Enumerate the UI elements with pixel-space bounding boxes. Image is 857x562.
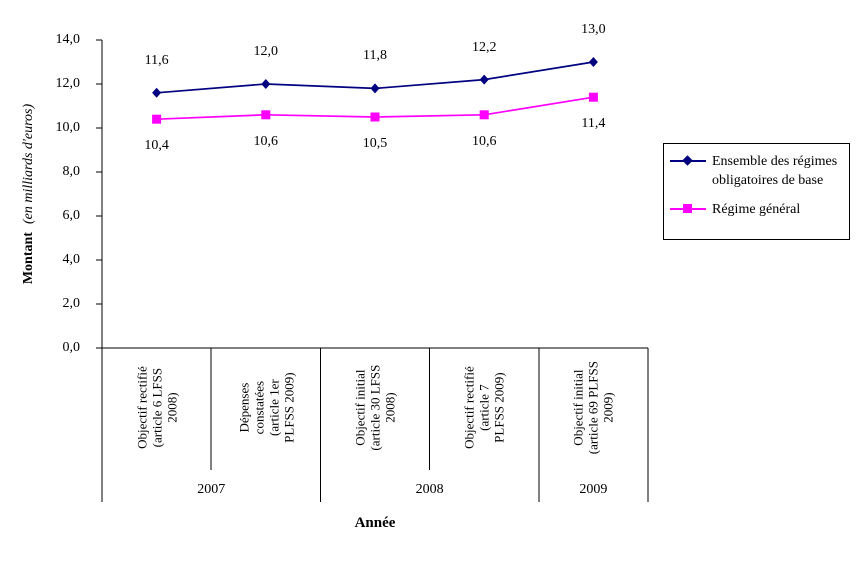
data-label: 11,6 — [144, 52, 169, 68]
data-label: 13,0 — [581, 22, 606, 37]
legend-item: Ensemble des régimes obligatoires de bas… — [670, 152, 845, 190]
category-label-cell: Objectif rectifié (article 7 PLFSS 2009) — [430, 350, 539, 470]
y-tick-label: 12,0 — [55, 76, 81, 91]
year-group-label: 2008 — [415, 482, 444, 497]
y-tick-label: 2,0 — [62, 296, 81, 311]
legend-square-icon — [683, 204, 692, 213]
category-label-cell: Objectif initial (article 69 PLFSS 2009) — [539, 350, 648, 470]
square-marker-icon — [370, 112, 380, 122]
square-marker-icon — [479, 110, 489, 120]
diamond-marker-icon — [588, 57, 598, 67]
category-label: Objectif initial (article 69 PLFSS 2009) — [570, 361, 616, 455]
year-group-label: 2009 — [579, 482, 608, 497]
legend-label: Régime général — [712, 202, 801, 217]
y-tick-label: 6,0 — [62, 208, 81, 223]
category-label: Dépenses constatées (article 1er PLFSS 2… — [235, 372, 296, 444]
data-label: 10,6 — [253, 133, 279, 149]
data-label: 10,5 — [362, 136, 388, 151]
data-label: 12,0 — [253, 44, 279, 59]
legend-diamond-icon — [682, 155, 693, 166]
square-marker-icon — [261, 110, 271, 120]
legend-sample — [670, 200, 706, 219]
diamond-marker-icon — [152, 87, 162, 98]
data-label: 11,8 — [363, 48, 387, 64]
legend: Ensemble des régimes obligatoires de bas… — [663, 143, 850, 240]
diamond-marker-icon — [261, 79, 271, 89]
year-group-label: 2007 — [197, 482, 226, 497]
category-label: Objectif rectifié (article 6 LFSS 2008) — [134, 366, 180, 450]
y-tick-label: 8,0 — [62, 164, 81, 179]
legend-sample — [670, 152, 706, 171]
data-label: 12,2 — [471, 39, 497, 55]
data-label: 10,4 — [144, 138, 169, 154]
category-label-cell: Objectif initial (article 30 LFSS 2008) — [320, 350, 429, 470]
legend-label: Ensemble des régimes obligatoires de bas… — [712, 154, 838, 188]
x-axis-title: Année — [354, 515, 396, 531]
y-tick-label: 10,0 — [55, 120, 81, 135]
category-label-cell: Objectif rectifié (article 6 LFSS 2008) — [102, 350, 211, 470]
square-marker-icon — [152, 114, 162, 124]
y-tick-label: 0,0 — [62, 340, 81, 355]
data-label: 11,4 — [581, 116, 606, 132]
diamond-marker-icon — [479, 74, 489, 85]
square-marker-icon — [588, 92, 598, 102]
data-label: 10,6 — [471, 133, 497, 149]
category-label-cell: Dépenses constatées (article 1er PLFSS 2… — [211, 350, 320, 470]
category-label: Objectif rectifié (article 7 PLFSS 2009) — [461, 366, 507, 450]
y-tick-label: 4,0 — [62, 252, 81, 267]
y-tick-label: 14,0 — [55, 32, 81, 47]
category-label: Objectif initial (article 30 LFSS 2008) — [352, 365, 398, 451]
diamond-marker-icon — [370, 83, 380, 94]
legend-item: Régime général — [670, 200, 845, 219]
